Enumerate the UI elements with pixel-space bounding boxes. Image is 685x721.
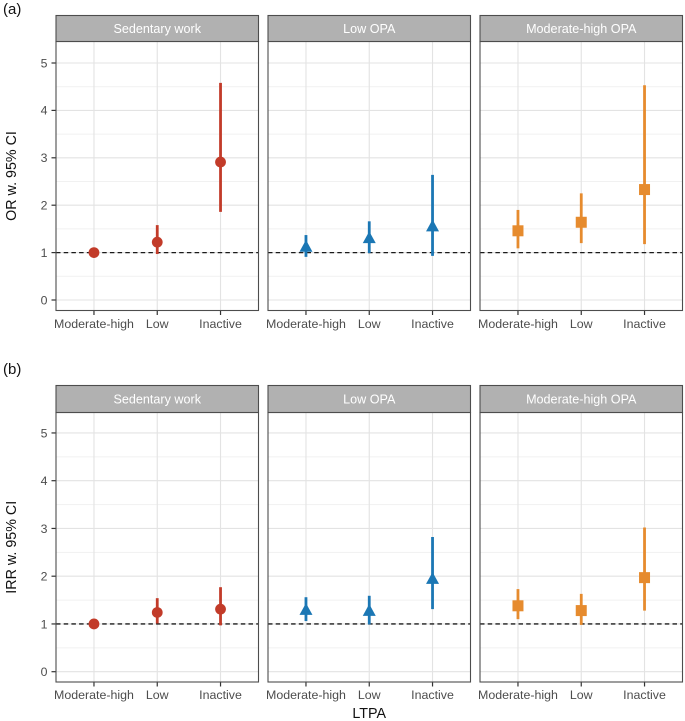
point-marker-circle	[88, 247, 100, 258]
x-axis-tick-label: Low	[146, 317, 169, 331]
x-axis-tick-label: Low	[358, 688, 381, 702]
y-axis-tick-label: 0	[41, 665, 48, 679]
y-axis-tick-label: 3	[41, 522, 48, 536]
facet-strip	[55, 14, 260, 43]
point-marker-circle	[151, 236, 163, 248]
y-axis-tick-label: 5	[41, 56, 48, 70]
x-axis-tick-label: Moderate-high	[54, 317, 134, 331]
y-axis-tick-label: 5	[41, 426, 48, 440]
x-axis-title: LTPA	[352, 706, 386, 721]
point-marker-square	[575, 216, 587, 228]
y-axis-title: OR w. 95% CI	[4, 131, 20, 221]
facet-strip-label: Sedentary work	[114, 392, 202, 406]
point-marker-circle	[215, 603, 226, 615]
y-axis-tick-label: 4	[41, 104, 48, 118]
point-marker-triangle	[299, 603, 313, 615]
x-axis-tick-label: Moderate-high	[266, 317, 346, 331]
facet-strip	[267, 384, 472, 414]
x-axis-tick-label: Low	[570, 688, 593, 702]
x-axis-tick-label: Moderate-high	[478, 688, 558, 702]
x-axis-tick-label: Inactive	[411, 317, 454, 331]
facet-strip-label: Moderate-high OPA	[526, 22, 637, 36]
facet-strip-label: Moderate-high OPA	[526, 392, 637, 406]
facet-strip-label: Low OPA	[343, 22, 396, 36]
y-axis-tick-label: 1	[41, 617, 48, 631]
point-marker-square	[639, 572, 651, 584]
facet-strip-label: Low OPA	[343, 392, 396, 406]
facet-strip	[479, 14, 684, 43]
y-axis-tick-label: 1	[41, 246, 48, 260]
x-axis-tick-label: Moderate-high	[478, 317, 558, 331]
facet-strip	[55, 384, 260, 414]
x-axis-tick-label: Inactive	[623, 317, 666, 331]
x-axis-tick-label: Moderate-high	[54, 688, 134, 702]
y-axis-tick-label: 3	[41, 151, 48, 165]
x-axis-tick-label: Moderate-high	[266, 688, 346, 702]
x-axis-tick-label: Inactive	[623, 688, 666, 702]
y-axis-tick-label: 2	[41, 199, 48, 213]
panel-b-chart: 0 1 2 3 4 5 IRR w. 95% CI Sedentary work Moderat…	[4, 384, 684, 721]
facet-strip-label: Sedentary work	[114, 22, 202, 36]
point-marker-circle	[215, 156, 226, 168]
point-marker-triangle	[362, 231, 376, 244]
x-axis-tick-label: Inactive	[199, 688, 242, 702]
panel-a-chart: 0 1 2 3 4 5 OR w. 95% CI Sedentary work Moderate…	[4, 14, 684, 331]
point-marker-triangle	[426, 219, 440, 232]
x-axis-tick-label: Low	[358, 317, 381, 331]
point-marker-circle	[88, 618, 100, 630]
point-marker-circle	[151, 607, 163, 618]
y-axis-title: IRR w. 95% CI	[4, 501, 20, 594]
y-axis-tick-label: 2	[41, 570, 48, 584]
point-marker-square	[639, 184, 651, 196]
facet-strip	[479, 384, 684, 414]
panel-b-label: (b)	[3, 361, 22, 378]
point-marker-square	[575, 605, 587, 617]
point-marker-square	[512, 225, 524, 237]
facet-strip	[267, 14, 472, 43]
x-axis-tick-label: Low	[146, 688, 169, 702]
x-axis-tick-label: Inactive	[411, 688, 454, 702]
point-marker-triangle	[426, 572, 440, 584]
panel-a-label: (a)	[3, 1, 22, 18]
point-marker-triangle	[299, 239, 313, 252]
point-marker-square	[512, 600, 524, 612]
point-marker-triangle	[362, 604, 376, 616]
y-axis-tick-label: 4	[41, 474, 48, 488]
x-axis-tick-label: Low	[570, 317, 593, 331]
x-axis-tick-label: Inactive	[199, 317, 242, 331]
y-axis-tick-label: 0	[41, 293, 48, 307]
